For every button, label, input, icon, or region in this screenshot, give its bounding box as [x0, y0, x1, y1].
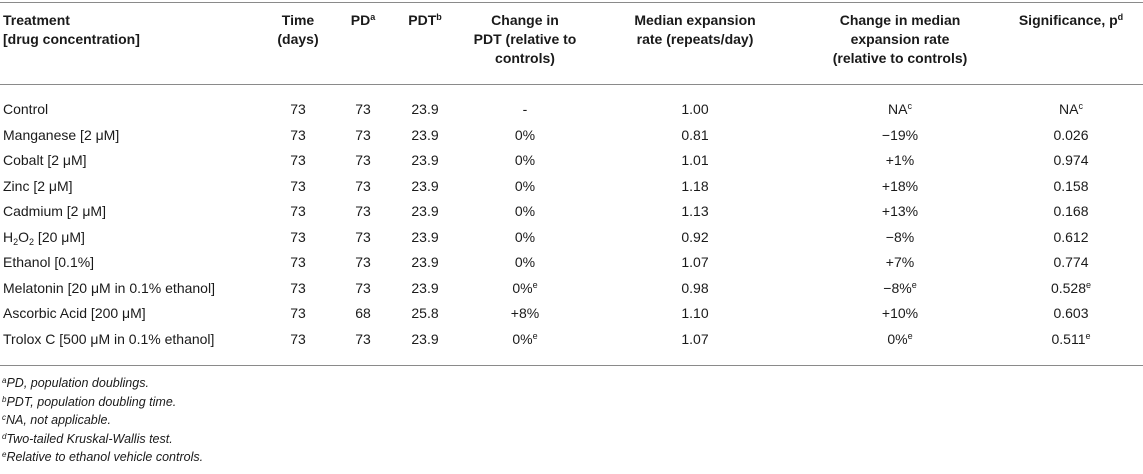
footnote: cNA, not applicable. — [2, 413, 111, 427]
cell-median: 1.10 — [681, 305, 709, 321]
cell-pdt: 23.9 — [411, 203, 439, 219]
cell-change-pdt: 0% — [514, 126, 536, 143]
cell-sig: 0.603 — [1053, 305, 1089, 321]
cell-sig: 0.528e — [1050, 279, 1092, 296]
cell-change-pdt: 0% — [514, 177, 536, 194]
cell-treatment: Trolox C [500 μM in 0.1% ethanol] — [3, 330, 215, 347]
cell-pdt: 23.9 — [411, 177, 439, 194]
cell-pdt: 25.8 — [411, 305, 439, 321]
cell-change-median: −8%e — [883, 279, 917, 296]
cell-time: 73 — [290, 101, 306, 117]
cell-treatment: Cadmium [2 μM] — [3, 203, 106, 219]
cell-change-pdt: 0%e — [512, 279, 538, 296]
cell-median: 1.07 — [681, 254, 709, 270]
cell-pd: 73 — [355, 279, 371, 296]
cell-sig: 0.168 — [1053, 203, 1089, 219]
cell-change-pdt: 0% — [514, 254, 536, 270]
cell-pdt: 23.9 — [411, 152, 439, 168]
cell-change-pdt: 0% — [514, 203, 536, 219]
header-change-pdt: Change in PDT (relative to controls) — [473, 12, 577, 66]
cell-change-median: +10% — [881, 305, 919, 321]
header-pd: PDa — [350, 12, 376, 28]
cell-pd: 73 — [355, 177, 371, 194]
cell-median: 1.01 — [681, 152, 709, 168]
cell-pd: 73 — [355, 254, 371, 270]
cell-median: 0.92 — [681, 228, 709, 245]
footnote: aPD, population doublings. — [2, 376, 149, 390]
cell-treatment: H2O2 [20 μM] — [3, 228, 85, 247]
cell-change-median: +13% — [881, 203, 919, 219]
cell-change-median: +7% — [885, 254, 915, 270]
header-time: Time (days) — [277, 12, 319, 47]
cell-time: 73 — [290, 279, 306, 296]
cell-sig: NAc — [1059, 101, 1083, 117]
header-significance: Significance, pd — [1018, 12, 1124, 28]
cell-median: 1.18 — [681, 177, 709, 194]
cell-time: 73 — [290, 126, 306, 143]
cell-treatment: Control — [3, 101, 49, 117]
top-rule — [0, 2, 1143, 3]
cell-sig: 0.974 — [1053, 152, 1089, 168]
cell-treatment: Ascorbic Acid [200 μM] — [3, 305, 146, 321]
cell-treatment: Manganese [2 μM] — [3, 126, 120, 143]
footnote: dTwo-tailed Kruskal-Wallis test. — [2, 431, 173, 446]
cell-change-pdt: 0% — [514, 228, 536, 245]
cell-pd: 73 — [355, 152, 371, 168]
cell-change-median: −19% — [881, 126, 919, 143]
cell-pd: 73 — [355, 330, 371, 347]
cell-sig: 0.774 — [1053, 254, 1089, 270]
cell-pd: 73 — [355, 126, 371, 143]
cell-pdt: 23.9 — [411, 126, 439, 143]
cell-pdt: 23.9 — [411, 330, 439, 347]
cell-change-pdt: - — [522, 101, 528, 117]
cell-median: 0.98 — [681, 279, 709, 296]
cell-time: 73 — [290, 305, 306, 321]
cell-change-pdt: 0% — [514, 152, 536, 168]
cell-pd: 73 — [355, 228, 371, 245]
cell-time: 73 — [290, 254, 306, 270]
cell-change-median: NAc — [888, 101, 912, 117]
cell-time: 73 — [290, 203, 306, 219]
cell-treatment: Zinc [2 μM] — [3, 177, 73, 194]
bottom-rule — [0, 365, 1143, 366]
cell-pd: 73 — [355, 101, 371, 117]
cell-pdt: 23.9 — [411, 279, 439, 296]
cell-treatment: Ethanol [0.1%] — [3, 254, 95, 270]
cell-sig: 0.511e — [1051, 330, 1091, 347]
header-pdt: PDTb — [408, 12, 442, 28]
cell-pdt: 23.9 — [411, 254, 439, 270]
cell-median: 1.13 — [681, 203, 709, 219]
cell-change-pdt: +8% — [510, 305, 540, 321]
cell-pdt: 23.9 — [411, 101, 439, 117]
cell-pd: 68 — [355, 305, 371, 321]
header-change-median: Change in median expansion rate (relativ… — [832, 12, 968, 66]
cell-change-median: +18% — [881, 177, 919, 194]
cell-sig: 0.026 — [1053, 126, 1089, 143]
cell-change-median: +1% — [885, 152, 915, 168]
cell-pd: 73 — [355, 203, 371, 219]
cell-change-pdt: 0%e — [512, 330, 538, 347]
header-treatment: Treatment [drug concentration] — [3, 12, 140, 47]
cell-time: 73 — [290, 177, 306, 194]
cell-time: 73 — [290, 152, 306, 168]
footnote: bPDT, population doubling time. — [2, 394, 177, 409]
cell-change-median: 0%e — [887, 330, 913, 347]
cell-pdt: 23.9 — [411, 228, 439, 245]
cell-treatment: Melatonin [20 μM in 0.1% ethanol] — [3, 279, 215, 296]
cell-time: 73 — [290, 228, 306, 245]
header-rule — [0, 84, 1143, 85]
cell-median: 1.07 — [681, 330, 709, 347]
header-median: Median expansion rate (repeats/day) — [634, 12, 756, 47]
cell-sig: 0.158 — [1053, 177, 1089, 194]
cell-change-median: −8% — [885, 228, 915, 245]
cell-sig: 0.612 — [1053, 228, 1089, 245]
footnote: eRelative to ethanol vehicle controls. — [2, 450, 204, 464]
cell-median: 1.00 — [681, 101, 709, 117]
cell-treatment: Cobalt [2 μM] — [3, 152, 87, 168]
cell-median: 0.81 — [681, 126, 709, 143]
cell-time: 73 — [290, 330, 306, 347]
